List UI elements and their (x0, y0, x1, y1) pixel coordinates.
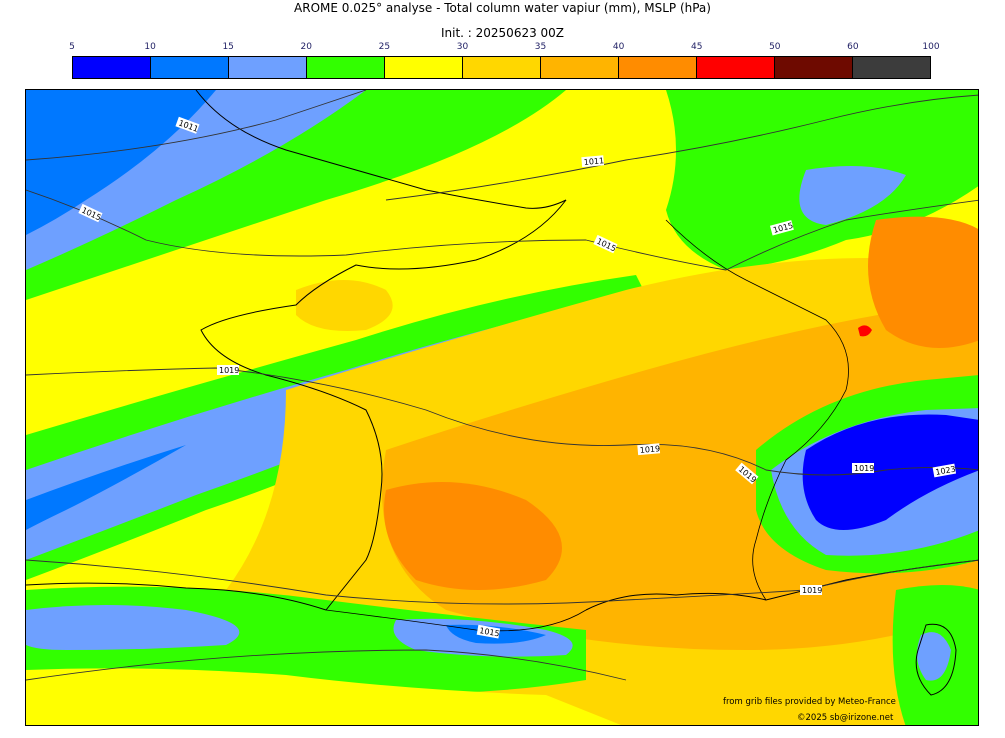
isobar-label-background (78, 203, 103, 223)
coastline-brittany-biscay (200, 199, 567, 611)
isobar-label: 1011 (583, 156, 604, 167)
isobar-label-background (581, 155, 605, 168)
isobar-label: 1019 (802, 586, 822, 595)
isobar-label-background (852, 463, 874, 473)
colorbar-tick-label: 25 (378, 42, 391, 52)
isobar-1015-south (26, 649, 627, 681)
isobar-label: 1019 (219, 366, 239, 375)
isobar-label-background (932, 463, 957, 478)
isobar-label-background (593, 234, 618, 254)
tcwv-field-red-spot (858, 325, 872, 337)
colorbar-tick-label: 5 (69, 42, 75, 52)
isobar-label-background (217, 365, 239, 375)
tcwv-field-blue-band (26, 445, 186, 530)
colorbar-segment (73, 57, 151, 78)
colorbar-tick-label: 20 (300, 42, 312, 52)
tcwv-field-blue-nw (26, 90, 216, 235)
colorbar-tick-label: 30 (456, 42, 469, 52)
tcwv-field-orange-north (296, 280, 393, 331)
border-france-east (665, 219, 849, 601)
colorbar-segment (697, 57, 775, 78)
isobar-1015 (26, 189, 978, 271)
colorbar-tick-label: 10 (144, 42, 156, 52)
chart-title: AROME 0.025° analyse - Total column wate… (294, 1, 711, 15)
coastline-corsica (915, 623, 957, 696)
coastline-england (195, 90, 567, 209)
tcwv-field-lightblue-pyrenees (26, 605, 240, 650)
isobar-label-background (637, 443, 661, 456)
tcwv-field-blue-alps (802, 414, 978, 530)
isobar-label: 1019 (854, 464, 874, 473)
colorbar-segment (463, 57, 541, 78)
isobar-label: 1019 (639, 444, 660, 455)
isobar-1011-east (385, 94, 978, 201)
colorbar-tick-label: 35 (534, 42, 547, 52)
coastline-iberia-north (26, 582, 327, 611)
colorbar-segment (229, 57, 307, 78)
copyright: ©2025 sb@irizone.net (797, 713, 894, 723)
isobar-label-background (769, 220, 794, 236)
colorbar-segment (775, 57, 853, 78)
isobar-label: 1023 (935, 465, 957, 477)
colorbar-segment (541, 57, 619, 78)
isobar-1011 (26, 90, 367, 161)
isobar-label: 1015 (479, 626, 501, 638)
colorbar-tick-label: 60 (847, 42, 859, 52)
colorbar-segment (853, 57, 930, 78)
isobar-label-background (800, 585, 822, 595)
tcwv-field-lightblue-ne (799, 166, 906, 225)
colorbar-tick-label: 50 (769, 42, 781, 52)
tcwv-field-darkorange-sw (384, 482, 562, 590)
colorbar-tick-label: 45 (690, 42, 703, 52)
isobar-label-background (476, 624, 501, 639)
tcwv-field-yellow-iberia (26, 668, 621, 725)
isobar-1019-south (26, 559, 978, 605)
init-time: Init. : 20250623 00Z (440, 26, 565, 40)
colorbar-segment (307, 57, 385, 78)
colorbar-tick-label: 15 (222, 42, 234, 52)
isobar-label-background (175, 116, 200, 134)
colorbar-segment (385, 57, 463, 78)
weather-map: 1011 1011 1015 1015 1015 1019 1019 1019 1019 1023… (25, 89, 979, 726)
colorbar-segment (619, 57, 697, 78)
tcwv-field-darkorange-ne (868, 216, 978, 348)
colorbar-tick-label: 100 (922, 42, 940, 52)
data-source-credit: from grib files provided by Meteo-France (723, 697, 896, 707)
colorbar (72, 56, 931, 79)
border-pyrenees (325, 609, 587, 632)
colorbar-tick-label: 40 (612, 42, 625, 52)
isobar-label-background (735, 462, 759, 485)
tcwv-field-lightblue-corsica (917, 632, 951, 681)
colorbar-segment (151, 57, 229, 78)
